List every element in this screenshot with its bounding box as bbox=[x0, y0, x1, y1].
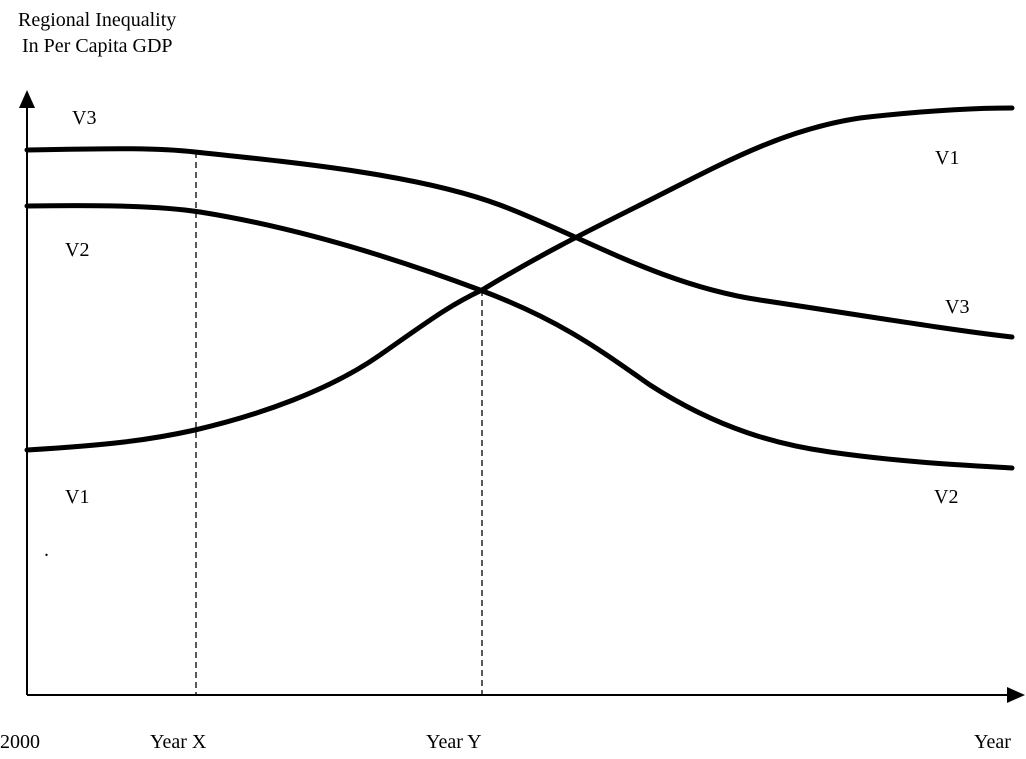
curve-v1 bbox=[24, 105, 1015, 453]
curve-label: V3 bbox=[72, 107, 96, 129]
curve-v2 bbox=[24, 203, 1015, 471]
curve-label: V1 bbox=[935, 147, 959, 169]
x-axis-arrow bbox=[1007, 687, 1025, 703]
curve-label: V2 bbox=[934, 486, 958, 508]
y-axis-label: Regional Inequality bbox=[18, 9, 176, 31]
y-axis-arrow bbox=[19, 90, 35, 108]
x-axis-label: Year Y bbox=[426, 731, 482, 753]
x-axis-label: Year X bbox=[150, 731, 207, 753]
curve-label: V2 bbox=[65, 239, 89, 261]
x-axis-label: Year bbox=[974, 731, 1011, 753]
curve-label: V3 bbox=[945, 296, 969, 318]
stray-mark: . bbox=[44, 539, 49, 561]
curve-v3 bbox=[24, 146, 1015, 340]
x-axis-label: 2000 bbox=[0, 731, 40, 753]
y-axis-label: In Per Capita GDP bbox=[22, 35, 173, 57]
curve-label: V1 bbox=[65, 486, 89, 508]
